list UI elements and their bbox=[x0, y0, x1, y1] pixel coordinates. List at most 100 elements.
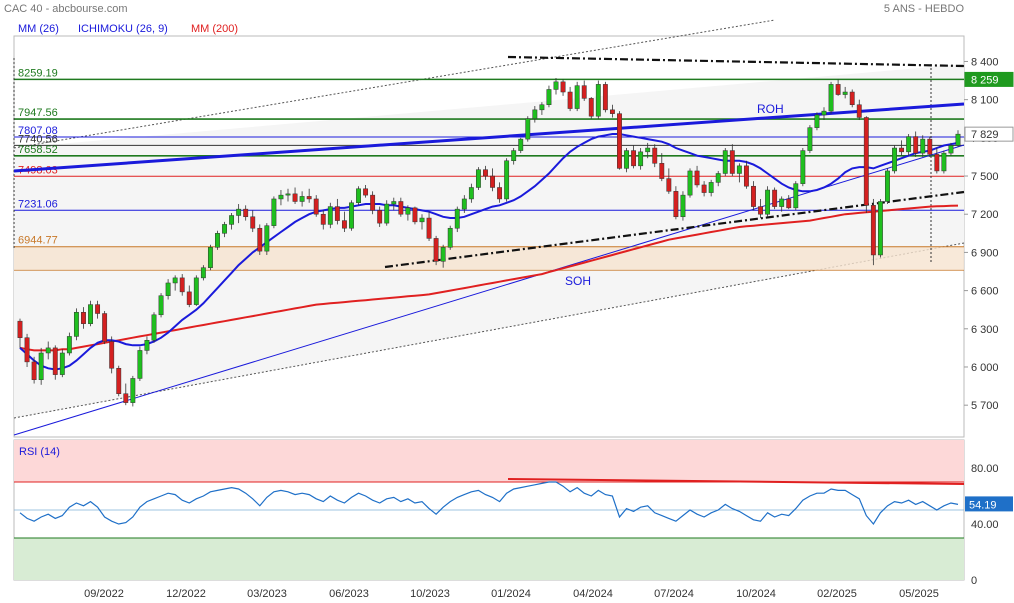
channel-upper-line bbox=[13, 19, 776, 149]
candle-body bbox=[384, 203, 390, 224]
candle-body bbox=[292, 193, 298, 202]
candle-body bbox=[793, 183, 799, 209]
price-tag bbox=[964, 71, 1014, 87]
candle-body bbox=[271, 198, 277, 226]
candle-body bbox=[687, 170, 693, 196]
candle-body bbox=[955, 133, 961, 146]
x-tick-label: 10/2023 bbox=[410, 588, 450, 600]
candle-body bbox=[624, 150, 629, 169]
candle-body bbox=[440, 247, 446, 262]
x-tick-label: 01/2024 bbox=[491, 588, 531, 600]
candle-body bbox=[751, 185, 756, 207]
candle-body bbox=[602, 84, 608, 111]
candle-body bbox=[158, 295, 164, 316]
candle-body bbox=[490, 175, 495, 188]
candle-body bbox=[722, 150, 728, 174]
candle-body bbox=[116, 368, 122, 394]
price-tag-label: 8 259 bbox=[971, 74, 999, 86]
candle-body bbox=[821, 110, 827, 116]
candle-body bbox=[327, 206, 333, 225]
rsi-title: RSI (14) bbox=[19, 446, 60, 458]
candle-body bbox=[433, 238, 439, 262]
candle-body bbox=[743, 165, 749, 187]
candle-body bbox=[553, 81, 559, 90]
candle-body bbox=[320, 213, 326, 225]
candle-body bbox=[109, 341, 115, 369]
candle-body bbox=[130, 378, 136, 403]
candle-body bbox=[708, 182, 714, 193]
x-tick-label: 07/2024 bbox=[654, 588, 694, 600]
chart-title: CAC 40 - abcbourse.com bbox=[4, 3, 128, 15]
candle-body bbox=[123, 393, 129, 403]
rsi-last-tag bbox=[965, 496, 1013, 512]
candle-body bbox=[334, 206, 340, 221]
candle-body bbox=[870, 205, 876, 256]
candle-body bbox=[137, 350, 143, 379]
candle-body bbox=[193, 277, 199, 305]
candle-body bbox=[659, 163, 665, 179]
rsi-tick-label: 40.00 bbox=[971, 519, 999, 531]
candle-body bbox=[243, 208, 249, 218]
candle-body bbox=[920, 138, 926, 154]
candle-body bbox=[363, 188, 369, 196]
candle-body bbox=[574, 85, 580, 109]
candle-body bbox=[504, 160, 510, 200]
candle-body bbox=[638, 151, 644, 167]
candle-body bbox=[391, 201, 397, 205]
rsi-overbought-zone bbox=[14, 440, 964, 482]
candle-body bbox=[828, 84, 834, 112]
candle-body bbox=[497, 187, 503, 200]
candle-body bbox=[398, 201, 404, 215]
mm200-legend: MM (200) bbox=[191, 23, 239, 35]
candle-body bbox=[236, 208, 242, 216]
candle-body bbox=[701, 184, 707, 193]
channel-lower-line bbox=[13, 242, 965, 419]
candle-body bbox=[511, 150, 517, 162]
candle-body bbox=[609, 109, 615, 114]
x-tick-label: 03/2023 bbox=[247, 588, 287, 600]
candle-body bbox=[532, 109, 538, 119]
candle-body bbox=[856, 104, 862, 118]
candle-body bbox=[306, 196, 312, 200]
price-tag-label: 7 829 bbox=[971, 129, 999, 141]
candle-body bbox=[631, 150, 637, 167]
candle-body bbox=[581, 85, 587, 99]
candle-body bbox=[151, 314, 157, 341]
candle-body bbox=[102, 313, 108, 342]
candle-body bbox=[560, 81, 566, 93]
candle-body bbox=[356, 188, 361, 204]
candle-body bbox=[52, 347, 58, 375]
candle-body bbox=[250, 216, 256, 229]
candle-body bbox=[200, 267, 206, 279]
candle-body bbox=[765, 189, 771, 215]
candle-body bbox=[73, 311, 79, 337]
candle-body bbox=[257, 227, 263, 252]
candle-body bbox=[877, 201, 883, 256]
price-tick-label: 5 700 bbox=[971, 400, 999, 412]
resistance-dashdot-line bbox=[507, 55, 965, 68]
candle-body bbox=[539, 104, 545, 111]
candle-body bbox=[447, 227, 453, 248]
candle-body bbox=[715, 173, 721, 183]
price-tick-label: 6 900 bbox=[971, 247, 999, 259]
rsi-divergence-line bbox=[507, 478, 965, 485]
rsi-line bbox=[19, 481, 959, 526]
candle-body bbox=[758, 206, 763, 215]
price-tick-label: 8 100 bbox=[971, 95, 999, 107]
candle-body bbox=[786, 198, 792, 209]
candle-body bbox=[835, 84, 841, 95]
candle-body bbox=[377, 210, 383, 224]
candle-body bbox=[45, 347, 51, 354]
candle-body bbox=[800, 150, 806, 184]
candle-body bbox=[38, 352, 44, 380]
level-label: 7658.52 bbox=[18, 144, 58, 156]
candle-body bbox=[913, 136, 919, 154]
candle-body bbox=[948, 145, 954, 154]
candle-body bbox=[95, 304, 101, 314]
candle-body bbox=[222, 224, 227, 234]
candle-body bbox=[772, 189, 778, 207]
candle-body bbox=[313, 198, 319, 215]
candle-body bbox=[165, 282, 171, 296]
candle-body bbox=[483, 169, 488, 177]
candle-body bbox=[349, 202, 354, 229]
